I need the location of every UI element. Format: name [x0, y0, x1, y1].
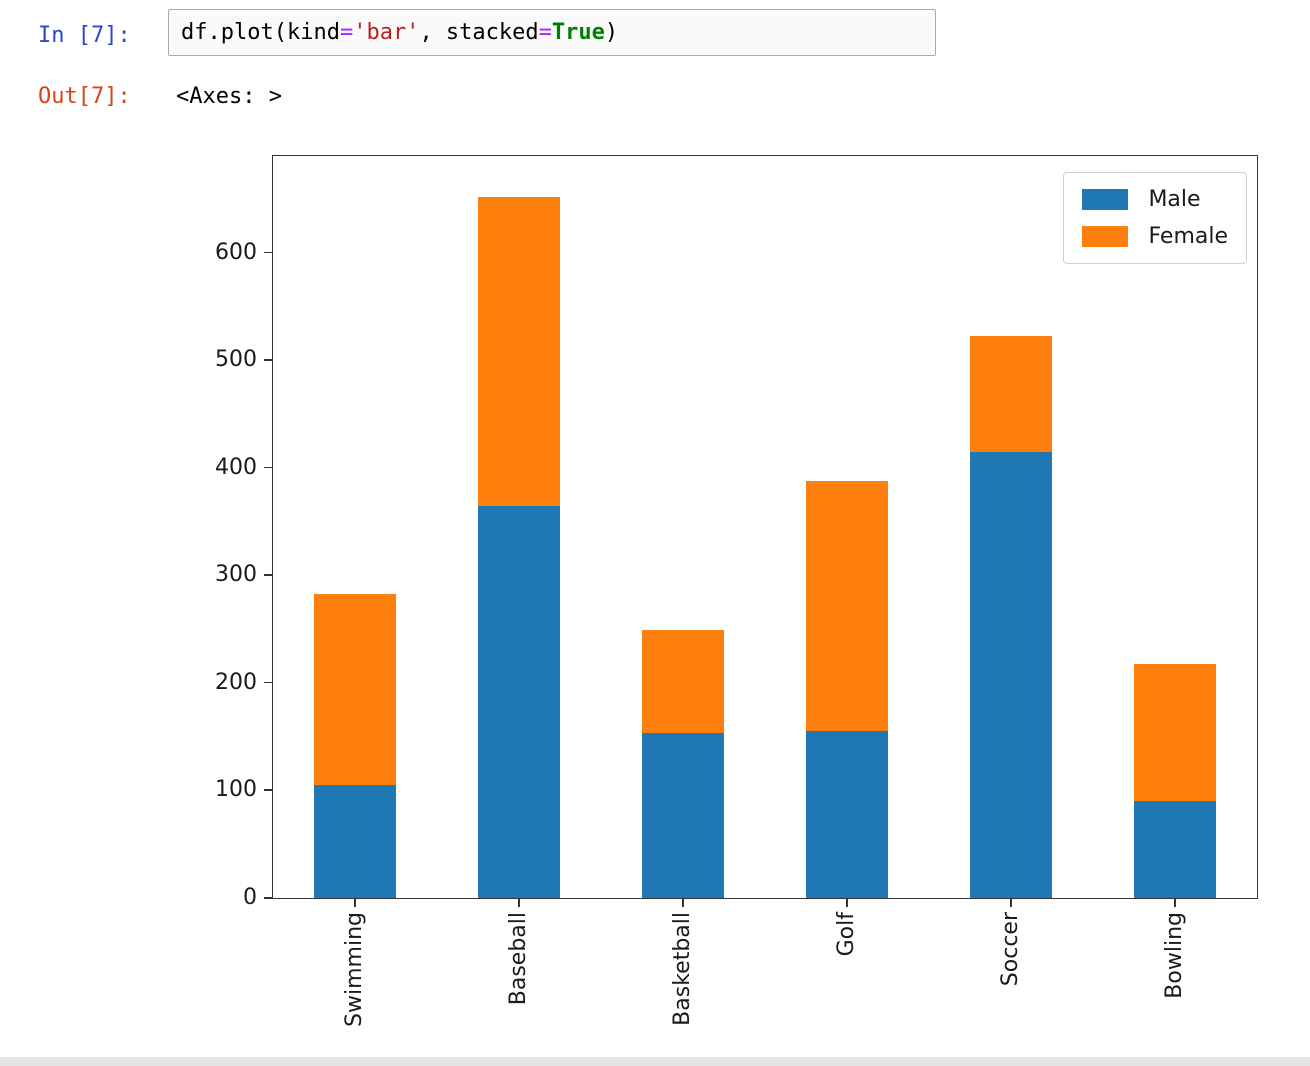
legend-label: Male	[1148, 187, 1201, 212]
output-repr-text: <Axes: >	[176, 84, 282, 109]
output-prompt: Out[7]:	[38, 84, 131, 109]
code-cell-editor[interactable]: df.plot(kind='bar', stacked=True)	[168, 9, 936, 56]
bar-golf-male	[806, 731, 888, 898]
y-tick-label: 0	[243, 885, 257, 910]
legend-entry-female: Female	[1082, 218, 1228, 255]
code-token-plain: )	[604, 20, 619, 45]
bar-basketball-male	[642, 733, 724, 898]
bar-soccer-male	[970, 451, 1052, 898]
x-tick-mark	[682, 898, 684, 907]
bar-swimming-female	[314, 593, 396, 786]
bar-golf-female	[806, 480, 888, 732]
y-tick-mark	[264, 359, 273, 361]
bar-bowling-female	[1134, 663, 1216, 802]
legend-swatch-female	[1082, 226, 1129, 247]
legend-swatch-male	[1082, 189, 1129, 210]
y-tick-label: 100	[215, 777, 257, 803]
x-tick-mark	[846, 898, 848, 907]
code-token-plain: df.plot(kind	[181, 20, 340, 45]
y-tick-label: 300	[215, 562, 257, 588]
chart-legend: Male Female	[1063, 172, 1247, 264]
x-tick-label: Golf	[834, 912, 859, 957]
x-tick-label: Swimming	[342, 912, 367, 1027]
y-tick-mark	[264, 681, 273, 684]
x-tick-mark	[518, 898, 520, 907]
y-tick-mark	[264, 251, 273, 254]
x-tick-mark	[354, 898, 356, 907]
code-line: df.plot(kind='bar', stacked=True)	[181, 20, 618, 45]
legend-entry-male: Male	[1082, 181, 1228, 218]
code-token-operator: =	[538, 20, 552, 45]
bar-soccer-female	[970, 335, 1052, 452]
y-tick-mark	[264, 789, 273, 791]
legend-label: Female	[1148, 224, 1228, 249]
bar-basketball-female	[642, 630, 724, 734]
y-tick-mark	[264, 574, 273, 576]
x-tick-label: Bowling	[1162, 912, 1187, 999]
y-tick-label: 500	[215, 347, 257, 373]
x-tick-label: Soccer	[998, 912, 1023, 987]
code-token-operator: =	[339, 20, 354, 45]
y-tick-mark	[264, 897, 273, 899]
y-tick-mark	[264, 466, 273, 469]
x-tick-mark	[1010, 898, 1012, 907]
y-tick-label: 600	[215, 239, 257, 265]
code-token-string: 'bar'	[353, 20, 420, 45]
window-bottom-edge	[0, 1057, 1310, 1066]
x-tick-mark	[1174, 898, 1176, 907]
y-tick-label: 400	[215, 454, 257, 480]
x-tick-label: Baseball	[506, 912, 531, 1006]
code-token-keyword: True	[551, 20, 605, 45]
input-prompt: In [7]:	[38, 23, 131, 48]
x-tick-label: Basketball	[670, 912, 695, 1026]
bar-baseball-male	[478, 505, 560, 898]
y-tick-label: 200	[215, 669, 257, 695]
plot-area: 0 100 200 300 400 500 600 Swimming Baseball Baske…	[215, 155, 1258, 1027]
code-token-plain: , stacked	[419, 20, 539, 45]
bar-swimming-male	[314, 785, 396, 898]
bar-bowling-male	[1134, 801, 1216, 898]
bar-baseball-female	[478, 196, 560, 506]
